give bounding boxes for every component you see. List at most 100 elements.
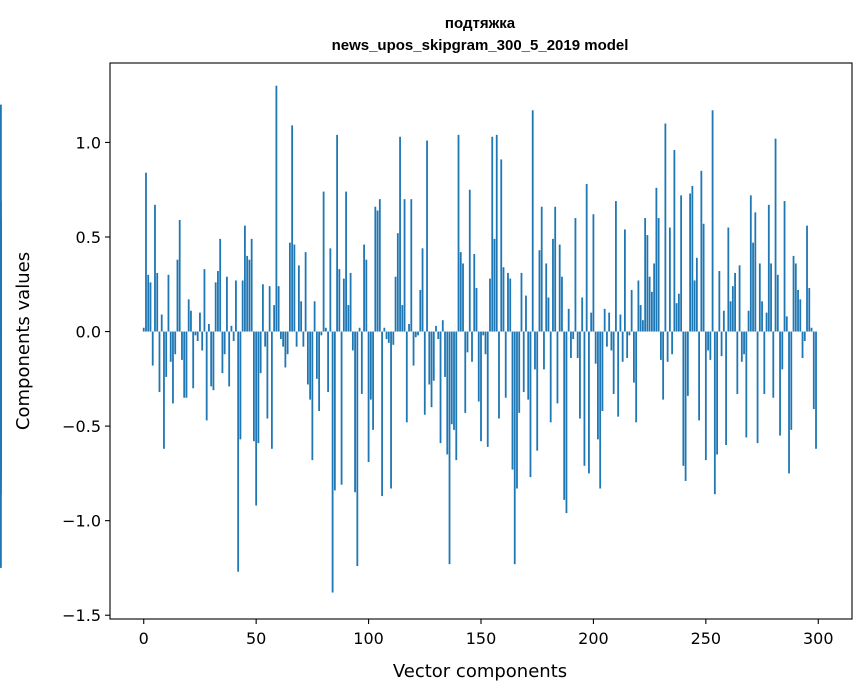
bar [599, 331, 602, 489]
bar [808, 288, 811, 332]
bar [603, 308, 606, 332]
bar [183, 331, 186, 398]
bar [154, 204, 156, 332]
bar [520, 272, 523, 332]
bar [262, 284, 264, 332]
bar [235, 280, 237, 332]
bar [794, 263, 797, 332]
bar [304, 252, 307, 332]
bar [482, 331, 485, 336]
bar [284, 331, 287, 368]
bar [498, 331, 500, 419]
bar [253, 331, 255, 442]
bar [644, 218, 647, 332]
bar [293, 244, 296, 332]
bar [237, 331, 240, 572]
bar [158, 331, 161, 393]
bar [518, 331, 521, 413]
bar [567, 308, 570, 332]
bar [450, 331, 453, 425]
bar [684, 331, 687, 481]
bar [455, 331, 458, 461]
bar [659, 331, 662, 360]
bar [241, 280, 244, 332]
bar [156, 272, 159, 332]
bar [160, 314, 163, 332]
bar [758, 263, 761, 332]
bar [417, 331, 419, 336]
bar [405, 331, 408, 423]
bar [190, 310, 192, 332]
bar [471, 331, 473, 362]
bar [297, 265, 300, 332]
bar [527, 331, 530, 400]
bar [594, 331, 597, 364]
bar [212, 331, 215, 391]
bar [767, 204, 770, 332]
bar [390, 331, 392, 489]
bar [653, 263, 656, 332]
bar [354, 331, 356, 493]
bar [639, 305, 642, 332]
bar [608, 312, 611, 332]
bar [538, 250, 541, 332]
bar [579, 331, 581, 419]
bar [716, 331, 718, 455]
bar [797, 289, 799, 332]
bar [142, 327, 145, 332]
bar [725, 331, 727, 446]
bar [369, 331, 372, 400]
bar [635, 331, 638, 423]
bar [493, 238, 496, 332]
bar [624, 229, 626, 332]
bar [462, 263, 464, 332]
bar [581, 297, 584, 332]
bar [228, 331, 231, 387]
bar [435, 325, 437, 332]
bar [196, 331, 199, 341]
bar [745, 331, 748, 438]
bar [165, 331, 168, 377]
bar [585, 184, 588, 332]
bar [689, 193, 692, 332]
bar [612, 331, 615, 394]
bar [279, 331, 282, 340]
bar [473, 254, 476, 332]
bar [367, 331, 370, 463]
bar [448, 331, 451, 565]
bar [295, 331, 298, 347]
bar [311, 331, 314, 461]
bar [511, 331, 514, 470]
bar [340, 331, 343, 485]
bar [650, 291, 653, 332]
bar [815, 331, 817, 449]
bar [547, 297, 550, 332]
bar [749, 195, 752, 332]
bar [372, 331, 374, 430]
bar [693, 280, 696, 332]
y-tick-label: 0.0 [76, 323, 101, 342]
bar [399, 136, 401, 332]
bar [329, 248, 332, 332]
bar [336, 134, 338, 332]
bar [396, 233, 399, 332]
bar [556, 331, 559, 404]
bar [731, 286, 734, 332]
bar [201, 331, 204, 351]
bar [266, 331, 269, 419]
bar [356, 331, 359, 567]
bar [457, 134, 460, 332]
bar [381, 331, 383, 497]
bar [673, 149, 676, 332]
bar [698, 331, 700, 421]
bar [574, 218, 577, 332]
bar [772, 331, 775, 398]
bar [347, 305, 350, 332]
bar [709, 331, 712, 360]
bar [677, 293, 680, 332]
bar [486, 331, 489, 447]
x-axis-ticks: 0 50 100 150 200 250 300 [139, 619, 834, 648]
bar [680, 195, 683, 332]
bar [657, 218, 660, 332]
bar [549, 331, 552, 423]
